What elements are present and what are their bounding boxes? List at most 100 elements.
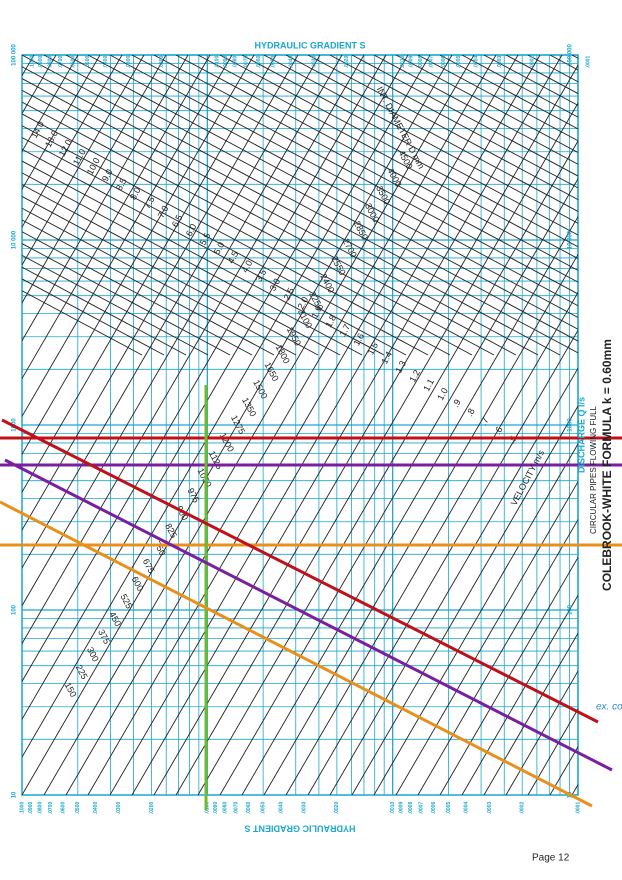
velocity-line: [439, 556, 578, 795]
gradient-label: .0005: [456, 56, 462, 69]
diameter-line: [22, 266, 187, 356]
gradient-label: .0007: [429, 56, 435, 69]
velocity-line: [65, 55, 497, 795]
velocity-line: [22, 55, 233, 418]
velocity-line: [22, 55, 409, 721]
diameter-line: [131, 55, 578, 295]
gradient-label: .0100: [215, 56, 221, 69]
discharge-label: 10 000: [12, 230, 18, 249]
gradient-label: .0070: [233, 802, 239, 815]
gradient-label: .0002: [520, 802, 526, 815]
gradient-label: .0007: [419, 802, 425, 815]
diameter-line: [22, 55, 578, 354]
page-number: Page 12: [532, 853, 570, 864]
diameter-line: [65, 55, 578, 330]
velocity-line: [263, 253, 578, 795]
velocity-label: .6: [492, 425, 504, 436]
diameter-line: [22, 278, 165, 356]
velocity-line: [22, 55, 343, 607]
diameter-line: [22, 136, 429, 356]
gradient-label: .0050: [270, 56, 276, 69]
gradient-label: .0900: [28, 802, 34, 815]
gradient-label: .0400: [103, 56, 109, 69]
gradient-label: .0002: [530, 56, 536, 69]
velocity-line: [241, 215, 578, 795]
diameter-line: [351, 55, 578, 177]
velocity-line: [87, 55, 519, 795]
velocity-line: [417, 518, 578, 795]
gradient-label: .0006: [441, 56, 447, 69]
gradient-label: .0700: [58, 56, 64, 69]
velocity-line: [22, 55, 453, 795]
velocity-line: [395, 480, 578, 795]
gradient-label: .0020: [334, 802, 340, 815]
diameter-line: [22, 254, 209, 356]
gradient-label: .0900: [38, 56, 44, 69]
diameter-line: [241, 55, 578, 236]
gradient-label: .0004: [474, 56, 480, 69]
gradient-label: .0600: [70, 56, 76, 69]
velocity-line: [22, 55, 145, 266]
diameter-line: [22, 231, 253, 356]
gradient-label: .0070: [243, 56, 249, 69]
diameter-line: [22, 66, 561, 356]
diameter-line: [329, 55, 578, 189]
gradient-label: .0001: [575, 802, 581, 815]
gradient-label: .0800: [47, 56, 53, 69]
discharge-label: 100: [12, 604, 18, 615]
diameter-line: [307, 55, 578, 201]
diameter-line: [285, 55, 578, 212]
diameter-line: [22, 160, 385, 356]
gradient-label: .0004: [464, 802, 470, 815]
velocity-line: [22, 55, 211, 380]
gradient-label: .0300: [126, 56, 132, 69]
velocity-line: [22, 55, 321, 569]
velocity-line: [285, 291, 578, 795]
diameter-line: [22, 89, 517, 356]
diameter-line: [22, 207, 297, 356]
gradient-label: .0008: [418, 56, 424, 69]
diameter-line: [87, 55, 578, 319]
gradient-label: .0009: [408, 56, 414, 69]
gradient-label: .0090: [223, 56, 229, 69]
velocity-line: [153, 64, 578, 795]
gradient-label: .0500: [85, 56, 91, 69]
gradient-label: .0080: [223, 802, 229, 815]
gradient-label: .0100: [205, 802, 211, 815]
velocity-line: [22, 55, 277, 494]
gradient-label: .0006: [431, 802, 437, 815]
gradient-label: .0030: [302, 802, 308, 815]
gradient-label: .0040: [288, 56, 294, 69]
diameter-line: [22, 172, 363, 356]
diameter-line: [22, 290, 143, 356]
velocity-label: .8: [464, 407, 476, 418]
gradient-label: .0010: [400, 56, 406, 69]
diameter-line: [153, 55, 578, 283]
gradient-label: .0700: [48, 802, 54, 815]
gradient-label: .0003: [487, 802, 493, 815]
purple-pipe-line: [4, 458, 613, 772]
velocity-line: [505, 670, 578, 795]
velocity-line: [461, 594, 578, 795]
discharge-label: 10 000: [568, 230, 574, 249]
formula: COLEBROOK-WHITE FORMULA k = 0.60mm: [600, 339, 614, 591]
gradient-label: .0060: [246, 802, 252, 815]
bottom-title: HYDRAULIC GRADIENT S: [244, 824, 355, 834]
diameter-line: [616, 55, 622, 355]
velocity-label: .7: [478, 416, 490, 427]
velocity-line: [175, 102, 578, 795]
velocity-line: [22, 55, 365, 645]
velocity-line: [131, 55, 563, 795]
velocity-line: [22, 55, 167, 304]
diameter-line: [197, 55, 578, 260]
diameter-line: [461, 55, 578, 118]
diameter-line: [22, 184, 341, 356]
velocity-line: [22, 55, 123, 228]
velocity-line: [483, 632, 578, 795]
gradient-label: .0008: [408, 802, 414, 815]
diameter-line: [22, 101, 495, 356]
gradient-label: .0040: [278, 802, 284, 815]
gradient-label: .0200: [149, 802, 155, 815]
velocity-line: [22, 55, 431, 759]
